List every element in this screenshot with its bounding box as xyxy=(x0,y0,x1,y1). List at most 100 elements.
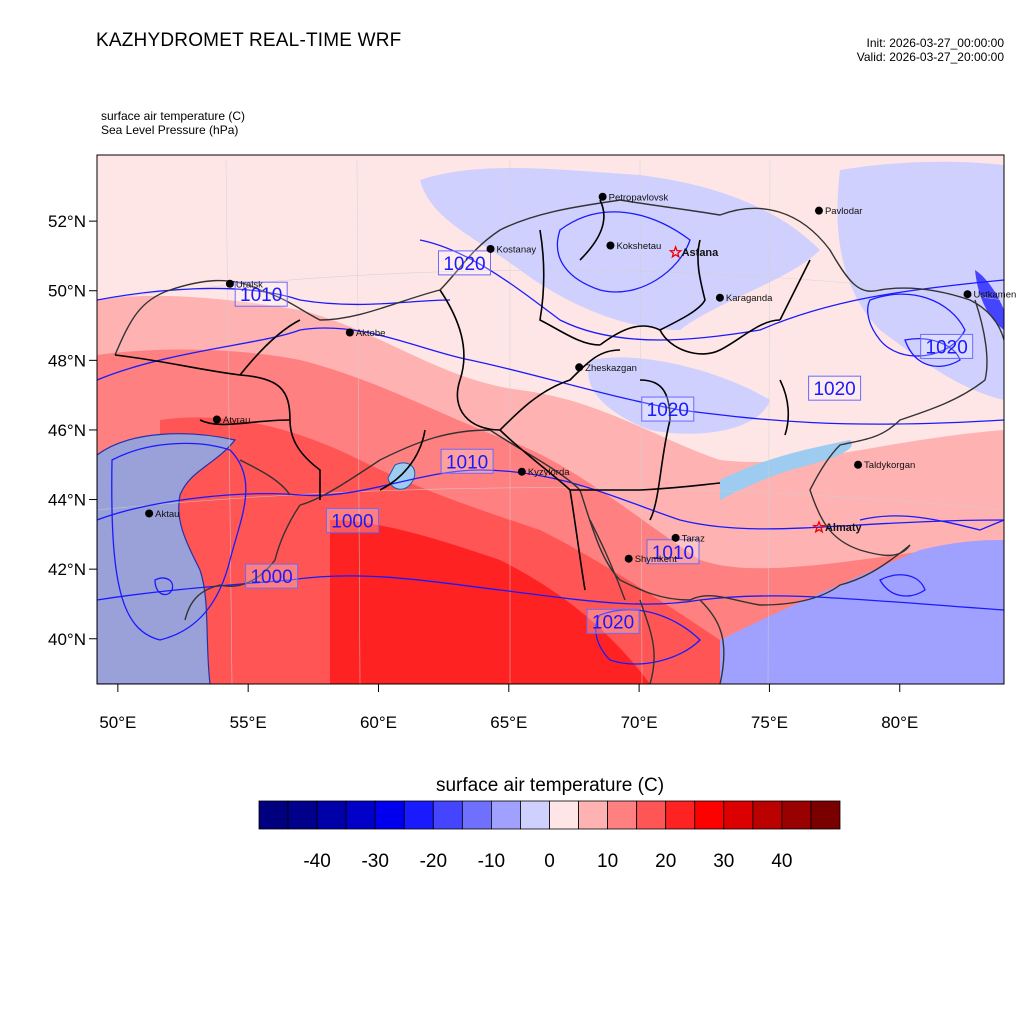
colorbar-swatch xyxy=(752,800,783,830)
isobar-label: 1020 xyxy=(641,396,695,422)
country-borders xyxy=(114,199,1004,684)
temperature-field-25c xyxy=(330,520,650,684)
map-frame xyxy=(96,154,1005,685)
city-taldykorgan: Taldykorgan xyxy=(854,460,915,471)
svg-text:1000: 1000 xyxy=(331,511,373,532)
svg-text:1020: 1020 xyxy=(926,337,968,358)
city-zheskazgan: Zheskazgan xyxy=(575,363,637,374)
cold-region-north xyxy=(420,168,820,330)
city-label: Pavlodar xyxy=(825,206,863,217)
city-atyrau: Atyrau xyxy=(212,415,250,426)
colorbar-tick-label: 0 xyxy=(544,851,555,872)
lat-tick-label: 44°N xyxy=(48,491,86,510)
cold-core-altai xyxy=(975,270,1004,330)
colorbar-swatch xyxy=(520,800,550,830)
lon-tick-label: 75°E xyxy=(751,713,788,732)
city-almaty: Almaty xyxy=(811,520,863,534)
svg-text:1020: 1020 xyxy=(443,254,485,275)
init-time: Init: 2026-03-27_00:00:00 xyxy=(866,36,1004,50)
lat-tick-label: 48°N xyxy=(48,351,86,370)
lat-tick-label: 46°N xyxy=(48,421,86,440)
run-info: Init: 2026-03-27_00:00:00 Valid: 2026-03… xyxy=(857,36,1004,64)
colorbar-swatch xyxy=(636,800,667,830)
city-label: Taraz xyxy=(682,533,705,544)
colorbar-title: surface air temperature (C) xyxy=(435,775,665,796)
city-label: Kokshetau xyxy=(616,241,661,252)
colorbar-swatch xyxy=(549,800,579,830)
city-label: Almaty xyxy=(825,522,863,534)
colorbar-swatch xyxy=(578,800,608,830)
isobar-labels: 1020 1010 1020 1020 1020 1010 1000 1000 1010 1020 xyxy=(234,250,974,634)
svg-text:1000: 1000 xyxy=(250,567,292,588)
city-aktau: Aktau xyxy=(145,509,179,520)
cold-region-tianshan xyxy=(720,540,1004,684)
isobar-label: 1010 xyxy=(234,281,288,307)
map-area xyxy=(97,155,1004,684)
colorbar-swatch xyxy=(781,800,812,830)
shaded-field-name: surface air temperature (C) xyxy=(101,109,246,123)
colorbar-swatch xyxy=(403,800,434,830)
lon-tick-label: 65°E xyxy=(490,713,527,732)
lon-tick-label: 55°E xyxy=(230,713,267,732)
colorbar-swatch xyxy=(258,800,289,830)
city-label: Taldykorgan xyxy=(864,460,915,471)
city-label: Karaganda xyxy=(726,293,773,304)
city-label: Aktobe xyxy=(356,328,386,339)
lat-tick-label: 50°N xyxy=(48,282,86,301)
capital-star-icon xyxy=(811,520,826,534)
colorbar-swatch xyxy=(461,800,492,830)
city-label: Petropavlovsk xyxy=(609,192,669,203)
province-boundaries xyxy=(114,199,811,591)
city-dot-icon xyxy=(212,415,221,424)
svg-text:1010: 1010 xyxy=(446,452,488,473)
city-shymkent: Shymkent xyxy=(624,554,677,565)
lon-tick-label: 80°E xyxy=(881,713,918,732)
city-label: Uralsk xyxy=(236,279,263,290)
lat-tick-label: 40°N xyxy=(48,630,86,649)
city-kokshetau: Kokshetau xyxy=(606,241,661,252)
colorbar xyxy=(258,800,841,830)
city-kostanay: Kostanay xyxy=(486,244,537,255)
lon-tick-label: 70°E xyxy=(621,713,658,732)
city-label: Kostanay xyxy=(497,244,537,255)
city-markers: Petropavlovsk Kostanay Kokshetau Pavlodar Ur… xyxy=(145,192,1016,565)
graticule xyxy=(97,159,1004,684)
valid-time: Valid: 2026-03-27_20:00:00 xyxy=(856,50,1004,64)
svg-text:1020: 1020 xyxy=(592,612,634,633)
city-taraz: Taraz xyxy=(671,533,705,544)
isobar-label: 1020 xyxy=(586,608,640,634)
colorbar-tick-label: 20 xyxy=(655,851,676,872)
lat-tick-label: 52°N xyxy=(48,212,86,231)
city-dot-icon xyxy=(624,554,633,563)
isobar-label: 1020 xyxy=(437,250,491,276)
city-ustkamen: Ustkamen xyxy=(963,290,1016,301)
city-dot-icon xyxy=(575,363,584,372)
city-pavlodar: Pavlodar xyxy=(814,206,863,217)
svg-text:1010: 1010 xyxy=(652,543,694,564)
city-dot-icon xyxy=(225,279,234,288)
city-dot-icon xyxy=(517,467,526,476)
colorbar-tick-label: -20 xyxy=(420,851,447,872)
contour-field-name: Sea Level Pressure (hPa) xyxy=(101,123,239,137)
colorbar-swatch xyxy=(665,800,696,830)
city-kyzylorda: Kyzylorda xyxy=(517,467,570,478)
field-legend: surface air temperature (C) Sea Level Pr… xyxy=(101,109,245,137)
latitude-axis: 52°N 50°N 48°N 46°N 44°N 42°N 40°N xyxy=(48,212,97,649)
city-dot-icon xyxy=(598,192,607,201)
city-karaganda: Karaganda xyxy=(715,293,773,304)
city-label: Astana xyxy=(682,247,720,259)
isobar-label: 1000 xyxy=(245,563,299,589)
colorbar-swatch xyxy=(345,800,376,830)
longitude-axis: 50°E 55°E 60°E 65°E 70°E 75°E 80°E xyxy=(99,684,918,732)
isobar-label: 1010 xyxy=(646,539,700,565)
colorbar-ticks: -40 -30 -20 -10 0 10 20 30 40 xyxy=(303,851,792,872)
lake-balkhash xyxy=(720,440,852,500)
colorbar-swatch xyxy=(316,800,347,830)
colorbar-swatch xyxy=(723,800,754,830)
city-label: Zheskazgan xyxy=(585,363,637,374)
colorbar-swatch xyxy=(374,800,405,830)
city-label: Kyzylorda xyxy=(528,467,570,478)
svg-text:1010: 1010 xyxy=(240,285,282,306)
colorbar-swatch xyxy=(490,800,521,830)
